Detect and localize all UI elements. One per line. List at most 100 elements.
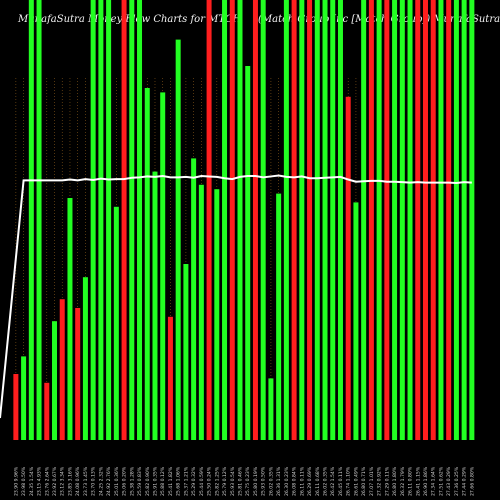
money-flow-bar — [106, 0, 112, 440]
money-flow-bar — [422, 0, 428, 440]
x-tick-label: 23.92 0.67% — [52, 466, 58, 496]
x-tick-label: 23.85 3.16% — [67, 466, 73, 496]
money-flow-bar — [191, 158, 197, 440]
x-tick-label: 26.02 0.35% — [323, 466, 329, 496]
x-tick-label: 25.37 1.21% — [183, 466, 189, 496]
x-tick-label: 25.50 0.24% — [207, 466, 213, 496]
x-tick-label: 25.93 0.50% — [261, 466, 267, 496]
x-tick-label: 27.43 0.29% — [446, 466, 452, 496]
money-flow-bar — [392, 0, 398, 440]
money-flow-bar — [121, 0, 127, 440]
x-tick-label: 26.08 0.84% — [292, 466, 298, 496]
mfi-line — [0, 174, 472, 419]
money-flow-bar — [299, 0, 305, 440]
x-tick-label: 26.74 1.10% — [346, 466, 352, 496]
x-tick-label: 25.91 0.35% — [152, 466, 158, 496]
money-flow-bar — [469, 0, 475, 440]
x-tick-label: 25.88 0.12% — [160, 466, 166, 496]
money-flow-bar — [322, 0, 328, 440]
money-flow-bar — [152, 171, 158, 440]
money-flow-bar — [222, 0, 228, 440]
x-tick-label: 27.66 0.80% — [469, 466, 475, 496]
x-tick-label: 25.06 0.20% — [122, 466, 128, 496]
money-flow-bar — [21, 356, 27, 440]
x-tick-label: 26.11 0.80% — [408, 466, 414, 496]
money-flow-bar — [52, 321, 58, 440]
x-tick-label: 26.41 1.15% — [415, 466, 421, 496]
x-tick-label: 25.82 0.90% — [145, 466, 151, 496]
money-flow-bar — [276, 193, 282, 440]
money-flow-bar — [144, 88, 150, 440]
x-tick-label: 27.32 0.92% — [377, 466, 383, 496]
x-tick-label: 24.08 0.96% — [75, 466, 81, 496]
money-flow-bar — [453, 0, 459, 440]
money-flow-bar — [307, 0, 313, 440]
money-flow-bar — [36, 0, 42, 440]
x-tick-label: 26.90 1.86% — [423, 466, 429, 496]
x-tick-label: 25.44 0.59% — [199, 466, 205, 496]
money-flow-bar — [167, 316, 173, 440]
x-tick-label: 26.61 0.49% — [353, 466, 359, 496]
money-flow-bar — [353, 202, 359, 440]
money-flow-bar — [67, 198, 73, 440]
x-tick-label: 25.82 1.25% — [214, 466, 220, 496]
money-flow-bar — [376, 0, 382, 440]
x-tick-label: 26.32 1.79% — [400, 466, 406, 496]
x-tick-label: 23.98 0.50% — [21, 466, 27, 496]
x-tick-label: 26.02 0.35% — [268, 466, 274, 496]
x-tick-label: 24.35 1.54% — [29, 466, 35, 496]
money-flow-bar — [283, 0, 289, 440]
x-tick-label: 25.29 0.32% — [191, 466, 197, 496]
money-flow-bar — [44, 382, 50, 440]
x-tick-label: 25.80 0.19% — [253, 466, 259, 496]
money-flow-bar — [407, 0, 413, 440]
money-flow-bar — [399, 0, 405, 440]
money-flow-bar — [245, 66, 251, 440]
x-tick-label: 23.90 9.96% — [13, 466, 19, 496]
x-tick-label: 26.29 0.69% — [307, 466, 313, 496]
money-flow-bar — [229, 0, 235, 440]
money-flow-bar — [28, 0, 34, 440]
x-tick-label: 27.29 0.11% — [384, 466, 390, 496]
x-tick-label: 26.80 1.80% — [392, 466, 398, 496]
x-tick-label: 23.15 4.93% — [37, 466, 43, 496]
money-flow-bar — [291, 0, 297, 440]
money-flow-bar — [198, 184, 204, 440]
money-flow-bar — [415, 0, 421, 440]
x-tick-label: 25.59 0.83% — [137, 466, 143, 496]
money-flow-bar — [237, 0, 243, 440]
x-tick-label: 27.07 1.01% — [369, 466, 375, 496]
x-tick-label: 25.41 1.82% — [168, 466, 174, 496]
x-tick-label: 27.44 0.29% — [462, 466, 468, 496]
money-flow-bar — [59, 299, 65, 440]
x-tick-label: 25.93 0.54% — [230, 466, 236, 496]
x-tick-label: 23.73 1.45% — [83, 466, 89, 496]
money-flow-bar — [252, 0, 258, 440]
x-tick-label: 26.11 0.11% — [299, 466, 305, 496]
x-tick-label: 25.75 0.23% — [245, 466, 251, 496]
money-flow-bar — [113, 206, 119, 440]
money-flow-bar — [82, 277, 88, 440]
money-flow-bar — [330, 0, 336, 440]
x-tick-label: 25.38 1.28% — [129, 466, 135, 496]
x-tick-label: 25.79 0.12% — [222, 466, 228, 496]
money-flow-bar — [446, 0, 452, 440]
money-flow-bar — [160, 92, 166, 441]
money-flow-bar — [430, 0, 436, 440]
x-tick-label: 24.92 2.76% — [106, 466, 112, 496]
x-tick-label: 25.01 0.36% — [114, 466, 120, 496]
mfi-line-layer — [0, 174, 472, 419]
money-flow-bar — [361, 0, 367, 440]
money-flow-bar — [345, 96, 351, 441]
money-flow-bar — [75, 308, 81, 440]
x-tick-label: 23.12 3.34% — [60, 466, 66, 496]
x-tick-label: 23.70 0.13% — [91, 466, 97, 496]
money-flow-bar — [13, 374, 19, 440]
x-tick-label: 25.68 1.06% — [176, 466, 182, 496]
money-flow-bar — [206, 0, 212, 440]
x-tick-labels: 23.90 9.96% 23.98 0.50% 24.35 1.54% 23.15 4… — [13, 466, 475, 496]
money-flow-bar — [98, 0, 104, 440]
bars-layer — [13, 0, 475, 441]
